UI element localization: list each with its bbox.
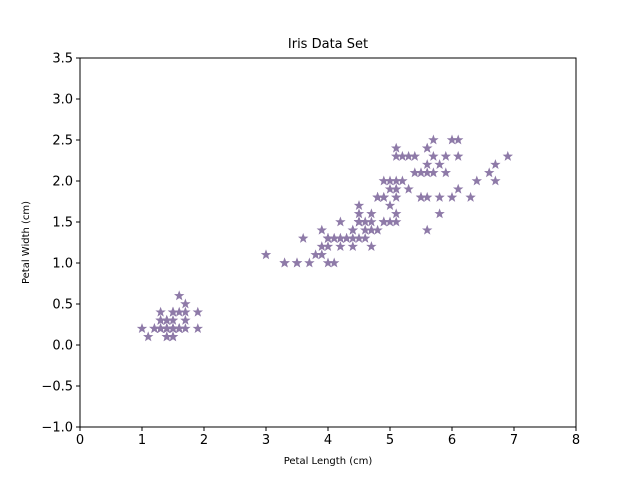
x-axis-label: Petal Length (cm) (284, 456, 373, 467)
data-point (353, 208, 365, 219)
data-point (341, 232, 352, 243)
data-point (136, 323, 148, 334)
data-point (397, 175, 408, 186)
data-point (434, 191, 445, 202)
data-point (471, 175, 482, 186)
data-point (167, 306, 179, 317)
data-point (409, 150, 420, 161)
x-tick-label: 1 (138, 433, 146, 448)
data-point (316, 224, 327, 235)
data-point (174, 290, 185, 301)
y-tick-label: 1.5 (52, 216, 73, 231)
data-point (372, 191, 383, 202)
data-point (446, 191, 458, 202)
data-point (260, 249, 272, 260)
data-point (161, 323, 172, 334)
x-tick-label: 7 (510, 433, 518, 448)
data-points (136, 134, 513, 342)
data-point (391, 191, 402, 202)
data-point (490, 175, 501, 186)
data-point (192, 306, 203, 317)
data-point (502, 150, 513, 161)
data-point (391, 208, 402, 219)
data-point (391, 142, 402, 153)
data-point (391, 216, 402, 227)
y-tick-label: −0.5 (41, 380, 73, 395)
data-point (347, 224, 358, 235)
x-tick-label: 6 (448, 433, 456, 448)
y-tick-label: 3.0 (52, 93, 73, 108)
data-point (353, 200, 365, 211)
x-tick-label: 3 (262, 433, 270, 448)
plot-frame (79, 57, 577, 428)
x-tick-label: 0 (76, 433, 84, 448)
data-point (304, 257, 315, 268)
data-point (335, 241, 346, 252)
y-axis-ticks: −1.0 −0.5 0.0 0.5 1.0 1.5 2.0 2.5 3.0 3.5 (41, 52, 80, 436)
data-point (428, 134, 439, 145)
data-point (143, 331, 154, 342)
data-point (484, 167, 495, 178)
x-axis-ticks: 0 1 2 3 4 5 6 7 8 (76, 427, 580, 448)
data-point (366, 241, 377, 252)
y-tick-label: 1.0 (52, 257, 73, 272)
data-point (403, 183, 414, 194)
data-point (422, 159, 433, 170)
y-tick-label: 2.0 (52, 175, 73, 190)
data-point (360, 224, 371, 235)
data-point (453, 183, 464, 194)
data-point (378, 175, 389, 186)
data-point (440, 167, 451, 178)
data-point (453, 134, 464, 145)
y-tick-label: 0.0 (52, 339, 73, 354)
data-point (353, 216, 365, 227)
data-point (310, 249, 321, 260)
data-point (329, 232, 340, 243)
data-point (360, 232, 371, 243)
x-tick-label: 4 (324, 433, 332, 448)
data-point (397, 150, 408, 161)
data-point (329, 257, 340, 268)
data-point (434, 159, 445, 170)
y-tick-label: 2.5 (52, 134, 73, 149)
data-point (298, 232, 309, 243)
data-point (384, 200, 396, 211)
y-axis-label: Petal Width (cm) (21, 201, 32, 284)
data-point (409, 167, 420, 178)
data-point (422, 224, 433, 235)
x-tick-label: 5 (386, 433, 394, 448)
data-point (465, 191, 476, 202)
data-point (428, 150, 439, 161)
data-point (347, 241, 358, 252)
data-point (366, 208, 377, 219)
data-point (440, 150, 451, 161)
data-point (291, 257, 303, 268)
data-point (161, 331, 172, 342)
data-point (384, 183, 396, 194)
data-point (434, 208, 445, 219)
data-point (155, 306, 166, 317)
data-point (180, 298, 191, 309)
data-point (415, 191, 427, 202)
data-point (366, 216, 377, 227)
chart-title: Iris Data Set (288, 37, 368, 52)
data-point (422, 167, 433, 178)
data-point (490, 159, 501, 170)
data-point (422, 142, 433, 153)
data-point (161, 314, 172, 325)
data-point (453, 150, 464, 161)
data-point (372, 224, 383, 235)
data-point (279, 257, 290, 268)
x-tick-label: 2 (200, 433, 208, 448)
data-point (322, 241, 334, 252)
y-tick-label: −1.0 (41, 421, 73, 436)
data-point (180, 314, 191, 325)
data-point (192, 323, 203, 334)
y-tick-label: 3.5 (52, 52, 73, 67)
x-tick-label: 8 (572, 433, 580, 448)
y-tick-label: 0.5 (52, 298, 73, 313)
data-point (335, 216, 346, 227)
